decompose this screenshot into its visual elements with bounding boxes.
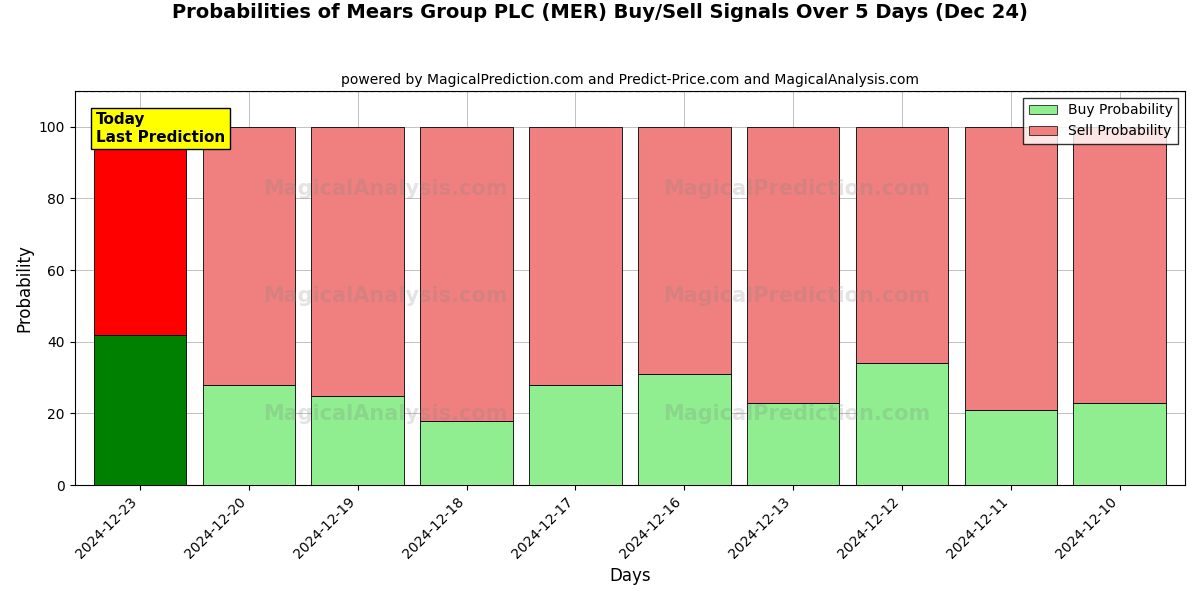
Bar	[1074, 403, 1166, 485]
Bar	[420, 421, 512, 485]
Y-axis label: Probability: Probability	[16, 244, 34, 332]
X-axis label: Days: Days	[610, 567, 650, 585]
Bar	[312, 395, 404, 485]
Bar	[746, 403, 839, 485]
Text: MagicalPrediction.com: MagicalPrediction.com	[662, 179, 930, 199]
Legend: Buy Probability, Sell Probability: Buy Probability, Sell Probability	[1024, 98, 1178, 144]
Bar	[529, 385, 622, 485]
Bar	[856, 364, 948, 485]
Text: MagicalAnalysis.com: MagicalAnalysis.com	[263, 286, 508, 306]
Text: MagicalPrediction.com: MagicalPrediction.com	[662, 404, 930, 424]
Bar	[965, 410, 1057, 485]
Bar	[638, 374, 731, 485]
Text: Today
Last Prediction: Today Last Prediction	[96, 112, 226, 145]
Bar	[94, 335, 186, 485]
Bar	[965, 127, 1057, 410]
Bar	[94, 127, 186, 335]
Text: MagicalAnalysis.com: MagicalAnalysis.com	[263, 404, 508, 424]
Text: Probabilities of Mears Group PLC (MER) Buy/Sell Signals Over 5 Days (Dec 24): Probabilities of Mears Group PLC (MER) B…	[172, 3, 1028, 22]
Bar	[203, 385, 295, 485]
Bar	[746, 127, 839, 403]
Bar	[529, 127, 622, 385]
Bar	[420, 127, 512, 421]
Bar	[312, 127, 404, 395]
Bar	[856, 127, 948, 364]
Bar	[203, 127, 295, 385]
Title: powered by MagicalPrediction.com and Predict-Price.com and MagicalAnalysis.com: powered by MagicalPrediction.com and Pre…	[341, 73, 919, 87]
Text: MagicalPrediction.com: MagicalPrediction.com	[662, 286, 930, 306]
Bar	[1074, 127, 1166, 403]
Bar	[638, 127, 731, 374]
Text: MagicalAnalysis.com: MagicalAnalysis.com	[263, 179, 508, 199]
